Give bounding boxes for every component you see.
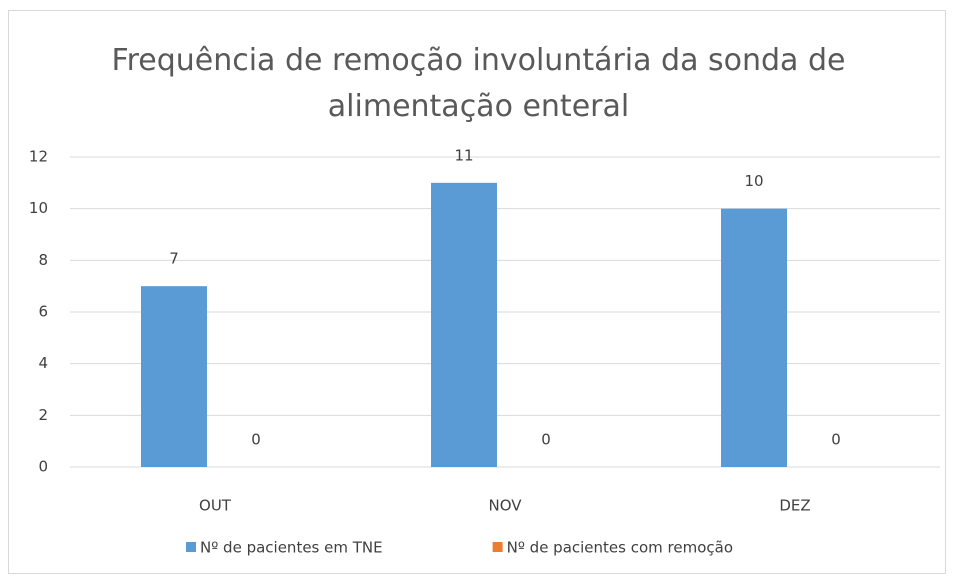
y-tick-label: 4 — [38, 354, 48, 372]
legend-swatch — [186, 542, 196, 552]
y-tick-label: 0 — [38, 458, 48, 476]
x-tick-label: OUT — [199, 497, 232, 515]
chart-frame — [8, 10, 946, 574]
data-label: 0 — [251, 431, 261, 449]
legend-swatch — [492, 542, 503, 552]
y-tick-label: 12 — [29, 148, 48, 166]
y-tick-label: 8 — [38, 251, 48, 269]
legend-label: Nº de pacientes em TNE — [200, 539, 383, 557]
x-tick-label: NOV — [488, 497, 522, 515]
data-label: 7 — [169, 250, 179, 268]
data-label: 0 — [541, 431, 551, 449]
legend-label: Nº de pacientes com remoção — [507, 539, 733, 557]
y-tick-label: 2 — [38, 406, 48, 424]
y-tick-label: 10 — [29, 199, 48, 217]
x-tick-label: DEZ — [779, 497, 810, 515]
bar — [141, 286, 207, 467]
chart-title: Frequência de remoção involuntária da so… — [111, 43, 846, 124]
bar — [431, 182, 497, 468]
data-label: 10 — [744, 172, 763, 190]
data-label: 0 — [831, 431, 841, 449]
data-label: 11 — [454, 146, 473, 164]
y-tick-label: 6 — [38, 303, 48, 321]
bar — [721, 208, 787, 467]
